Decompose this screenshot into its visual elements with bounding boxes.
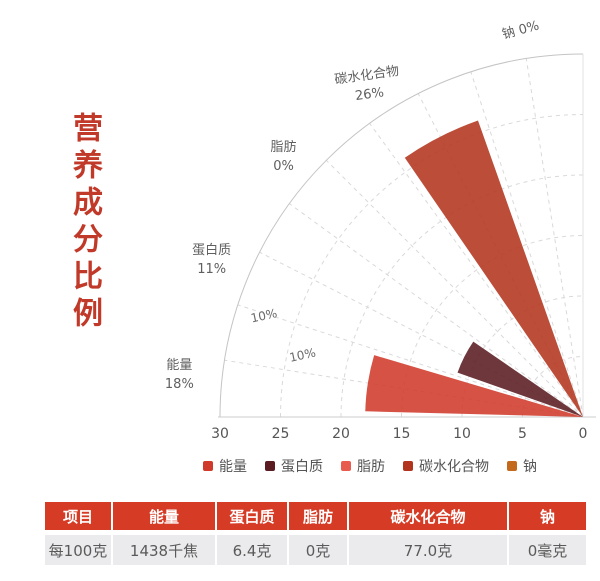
legend-swatch bbox=[203, 461, 213, 471]
radial-tick-label: 30 bbox=[211, 426, 229, 442]
legend-label: 脂肪 bbox=[357, 459, 385, 475]
legend-item-钠[interactable]: 钠 bbox=[507, 456, 537, 476]
table-cell: 6.4克 bbox=[217, 535, 287, 565]
radial-tick-label: 15 bbox=[393, 426, 411, 442]
grid-annotation: 10% bbox=[249, 306, 278, 325]
radial-tick-label: 0 bbox=[579, 426, 588, 442]
legend-label: 碳水化合物 bbox=[419, 459, 489, 475]
table-row: 每100克 1438千焦 6.4克 0克 77.0克 0毫克 bbox=[45, 535, 586, 565]
legend-swatch bbox=[265, 461, 275, 471]
table-header-row: 项目 能量 蛋白质 脂肪 碳水化合物钠 bbox=[45, 502, 586, 530]
table-header-cell: 蛋白质 bbox=[217, 502, 287, 530]
category-label-蛋白质: 蛋白质 11% bbox=[192, 242, 231, 277]
legend-label: 能量 bbox=[219, 459, 247, 475]
table-header-cell: 脂肪 bbox=[289, 502, 347, 530]
grid-annotation: 10% bbox=[288, 346, 317, 365]
category-label-能量: 能量 18% bbox=[165, 358, 194, 392]
nutrition-polar-chart: 30 25 20 15 10 5 0 能量 18% 蛋白质 11% 脂肪 0% 碳水化合物26% 钠 0% 1… bbox=[165, 18, 596, 442]
legend-swatch bbox=[341, 461, 351, 471]
legend-swatch bbox=[507, 461, 517, 471]
chart-wedge-能量[interactable] bbox=[365, 355, 583, 417]
radial-tick-label: 5 bbox=[518, 426, 527, 442]
legend-label: 钠 bbox=[523, 459, 537, 475]
table-cell: 1438千焦 bbox=[113, 535, 215, 565]
table-header-cell: 钠 bbox=[509, 502, 586, 530]
radial-tick-label: 10 bbox=[453, 426, 471, 442]
polar-outer-arc bbox=[219, 53, 584, 418]
radial-tick-label: 25 bbox=[272, 426, 290, 442]
radial-tick-label: 20 bbox=[332, 426, 350, 442]
table-cell: 0克 bbox=[289, 535, 347, 565]
page-title: 营养成分比例 bbox=[67, 112, 102, 334]
legend-item-脂肪[interactable]: 脂肪 bbox=[341, 456, 385, 476]
table-header-cell: 碳水化合物 bbox=[349, 502, 507, 530]
legend-item-碳水化合物[interactable]: 碳水化合物 bbox=[403, 456, 489, 476]
table-header-cell: 项目 bbox=[45, 502, 111, 530]
category-label-碳水化合物: 碳水化合物26% bbox=[334, 64, 403, 107]
chart-wedge-蛋白质[interactable] bbox=[457, 341, 583, 417]
table-cell: 0毫克 bbox=[509, 535, 586, 565]
table-cell: 每100克 bbox=[45, 535, 111, 565]
legend-label: 蛋白质 bbox=[281, 459, 323, 475]
nutrition-table: 项目 能量 蛋白质 脂肪 碳水化合物钠每100克 1438千焦 6.4克 0克 77.0克 0毫克 bbox=[45, 502, 586, 565]
table-cell: 77.0克 bbox=[349, 535, 507, 565]
chart-wedge-碳水化合物[interactable] bbox=[404, 120, 583, 418]
category-label-脂肪: 脂肪 0% bbox=[271, 139, 297, 174]
legend-item-蛋白质[interactable]: 蛋白质 bbox=[265, 456, 323, 476]
chart-legend: 能量 蛋白质 脂肪 碳水化合物 钠 bbox=[140, 456, 600, 476]
table-header-cell: 能量 bbox=[113, 502, 215, 530]
legend-swatch bbox=[403, 461, 413, 471]
legend-item-能量[interactable]: 能量 bbox=[203, 456, 247, 476]
category-label-钠: 钠 0% bbox=[501, 18, 541, 42]
